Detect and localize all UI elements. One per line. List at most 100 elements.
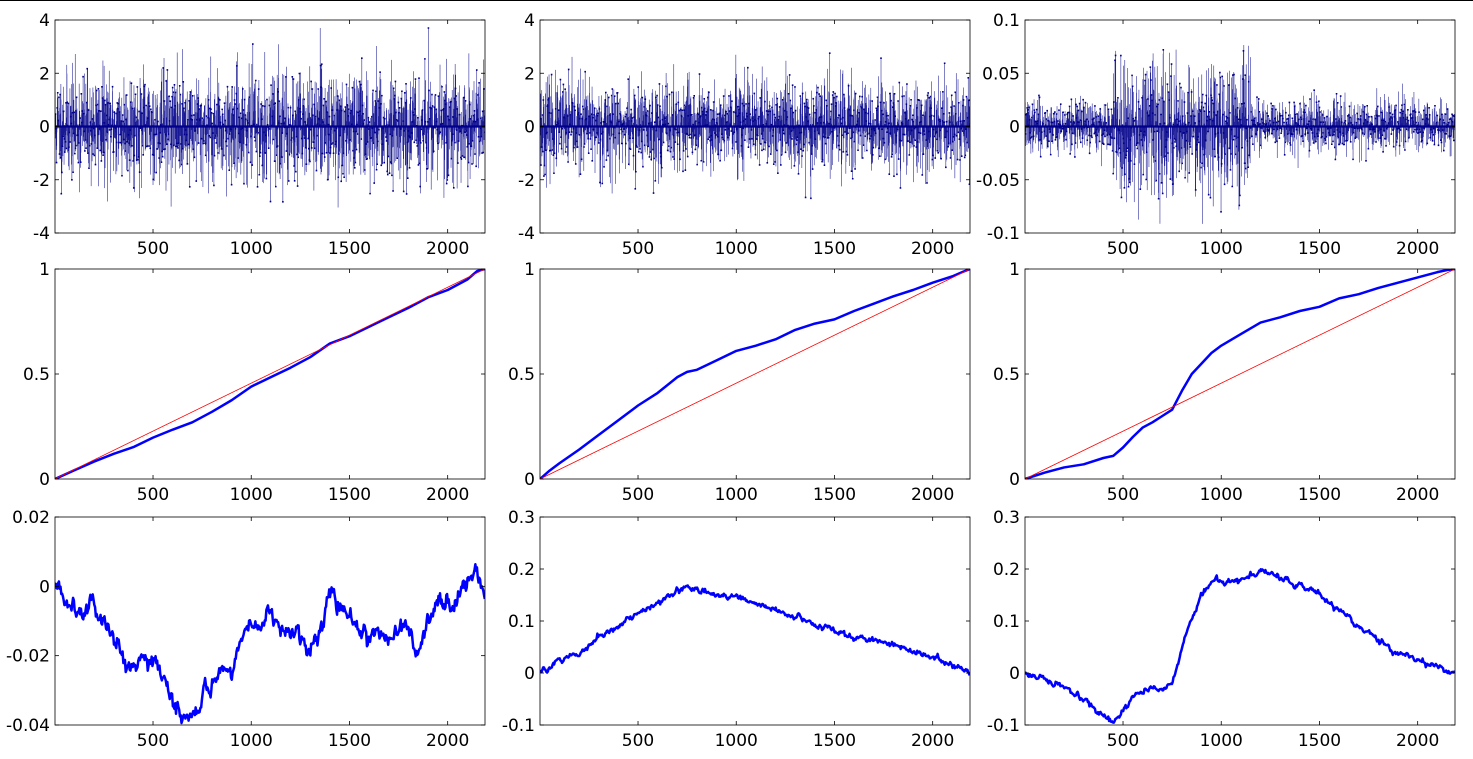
y-tick-label: 0 bbox=[524, 664, 535, 684]
x-tick-label: 500 bbox=[622, 239, 654, 259]
subplot-r3c2: 500 1000 1500 2000 -0.1 0 0.1 0.2 0.3 bbox=[502, 508, 971, 751]
axes-box bbox=[1024, 516, 1456, 726]
series-line-uniform-reference bbox=[540, 269, 970, 479]
x-tick-label: 2000 bbox=[426, 485, 469, 505]
x-tick-label: 1000 bbox=[230, 731, 273, 751]
subplot-r1c2: 500 1000 1500 2000 -4 -2 0 2 4 bbox=[518, 11, 971, 259]
x-tick-label: 2000 bbox=[426, 731, 469, 751]
x-tick-label: 1500 bbox=[1298, 239, 1341, 259]
y-tick-label: 0.2 bbox=[508, 560, 535, 580]
y-tick-label: 0.1 bbox=[993, 612, 1020, 632]
subplot-r2c1: 500 1000 1500 2000 0 0.5 1 bbox=[23, 260, 486, 505]
x-tick-label: 2000 bbox=[911, 485, 954, 505]
y-tick-label: 0 bbox=[39, 577, 50, 597]
y-tick-label: 0.3 bbox=[993, 508, 1020, 528]
y-tick-label: 0 bbox=[524, 118, 535, 138]
x-tick-label: 1000 bbox=[230, 485, 273, 505]
plot-area bbox=[540, 584, 970, 676]
series-line-difference bbox=[540, 584, 970, 676]
series-line-uniform-reference bbox=[1025, 269, 1455, 479]
subplot-r3c3: 500 1000 1500 2000 -0.1 0 0.1 0.2 0.3 bbox=[987, 508, 1456, 751]
y-tick-label: 0 bbox=[39, 470, 50, 490]
plot-area bbox=[55, 27, 485, 208]
x-tick-label: 500 bbox=[1107, 731, 1139, 751]
y-tick-label: 0.5 bbox=[23, 365, 50, 385]
y-tick-label: 1 bbox=[524, 260, 535, 280]
x-tick-label: 1500 bbox=[1298, 485, 1341, 505]
x-tick-label: 2000 bbox=[426, 239, 469, 259]
y-tick-label: 0 bbox=[39, 118, 50, 138]
y-tick-label: -2 bbox=[33, 171, 50, 191]
series-line-cumulative bbox=[1025, 269, 1455, 479]
stem-lines-returns bbox=[1025, 44, 1455, 224]
x-tick-label: 1500 bbox=[328, 485, 371, 505]
y-tick-label: 4 bbox=[39, 11, 50, 31]
subplot-r2c2: 500 1000 1500 2000 0 0.5 1 bbox=[508, 260, 971, 505]
x-tick-label: 1500 bbox=[328, 239, 371, 259]
subplot-r3c1: 500 1000 1500 2000 -0.04 -0.02 0 0.02 bbox=[6, 508, 486, 751]
y-tick-label: 0.5 bbox=[993, 365, 1020, 385]
x-tick-label: 1000 bbox=[230, 239, 273, 259]
x-tick-label: 1500 bbox=[813, 239, 856, 259]
x-tick-label: 1000 bbox=[1200, 239, 1243, 259]
y-tick-label: 0 bbox=[1009, 118, 1020, 138]
y-tick-label: -0.1 bbox=[987, 716, 1020, 736]
y-tick-label: -0.02 bbox=[6, 647, 50, 667]
x-tick-label: 1000 bbox=[715, 239, 758, 259]
y-tick-label: 2 bbox=[524, 64, 535, 84]
y-tick-label: 0.05 bbox=[982, 64, 1020, 84]
subplot-r1c1: 500 1000 1500 2000 -4 -2 0 2 4 bbox=[33, 11, 486, 259]
y-tick-label: 4 bbox=[524, 11, 535, 31]
figure-top-border bbox=[0, 0, 1473, 1]
y-tick-label: 0.1 bbox=[508, 612, 535, 632]
y-tick-label: -0.05 bbox=[976, 171, 1020, 191]
x-tick-label: 500 bbox=[622, 485, 654, 505]
x-tick-label: 500 bbox=[137, 485, 169, 505]
plot-area bbox=[1025, 44, 1455, 224]
y-tick-label: 1 bbox=[1009, 260, 1020, 280]
x-tick-label: 500 bbox=[622, 731, 654, 751]
x-tick-label: 2000 bbox=[1396, 485, 1439, 505]
y-tick-label: 0.5 bbox=[508, 365, 535, 385]
x-tick-label: 2000 bbox=[1396, 731, 1439, 751]
subplot-r1c3: 500 1000 1500 2000 -0.1 -0.05 0 0.05 0.1 bbox=[976, 11, 1456, 259]
x-tick-label: 500 bbox=[1107, 485, 1139, 505]
plot-area bbox=[1025, 269, 1455, 479]
x-tick-label: 500 bbox=[137, 239, 169, 259]
y-tick-label: 1 bbox=[39, 260, 50, 280]
y-tick-label: -4 bbox=[33, 224, 50, 244]
x-tick-label: 2000 bbox=[1396, 239, 1439, 259]
y-tick-label: 0 bbox=[1009, 664, 1020, 684]
y-tick-label: 0.02 bbox=[12, 508, 50, 528]
y-tick-label: 0 bbox=[524, 470, 535, 490]
x-tick-label: 1000 bbox=[1200, 485, 1243, 505]
y-tick-label: -2 bbox=[518, 171, 535, 191]
x-tick-label: 500 bbox=[1107, 239, 1139, 259]
x-tick-label: 2000 bbox=[911, 239, 954, 259]
subplot-r2c3: 500 1000 1500 2000 0 0.5 1 bbox=[993, 260, 1456, 505]
y-tick-label: -0.04 bbox=[6, 716, 50, 736]
x-tick-label: 1000 bbox=[715, 485, 758, 505]
x-tick-label: 500 bbox=[137, 731, 169, 751]
series-line-uniform-reference bbox=[55, 269, 485, 479]
y-tick-label: 2 bbox=[39, 64, 50, 84]
y-tick-label: -0.1 bbox=[987, 224, 1020, 244]
series-line-cumulative bbox=[55, 269, 485, 479]
axes-box bbox=[539, 516, 971, 726]
plot-area bbox=[55, 563, 485, 725]
y-tick-label: 0 bbox=[1009, 470, 1020, 490]
y-tick-label: 0.2 bbox=[993, 560, 1020, 580]
plot-area bbox=[540, 269, 970, 479]
x-tick-label: 1500 bbox=[328, 731, 371, 751]
y-tick-label: 0.3 bbox=[508, 508, 535, 528]
plot-area bbox=[55, 269, 485, 479]
plot-area bbox=[1025, 568, 1455, 724]
x-tick-label: 1500 bbox=[813, 731, 856, 751]
x-tick-label: 1000 bbox=[715, 731, 758, 751]
x-tick-label: 1500 bbox=[813, 485, 856, 505]
y-tick-label: -4 bbox=[518, 224, 535, 244]
series-line-difference bbox=[55, 563, 485, 725]
y-tick-label: 0.1 bbox=[993, 11, 1020, 31]
axes-box bbox=[54, 516, 486, 726]
